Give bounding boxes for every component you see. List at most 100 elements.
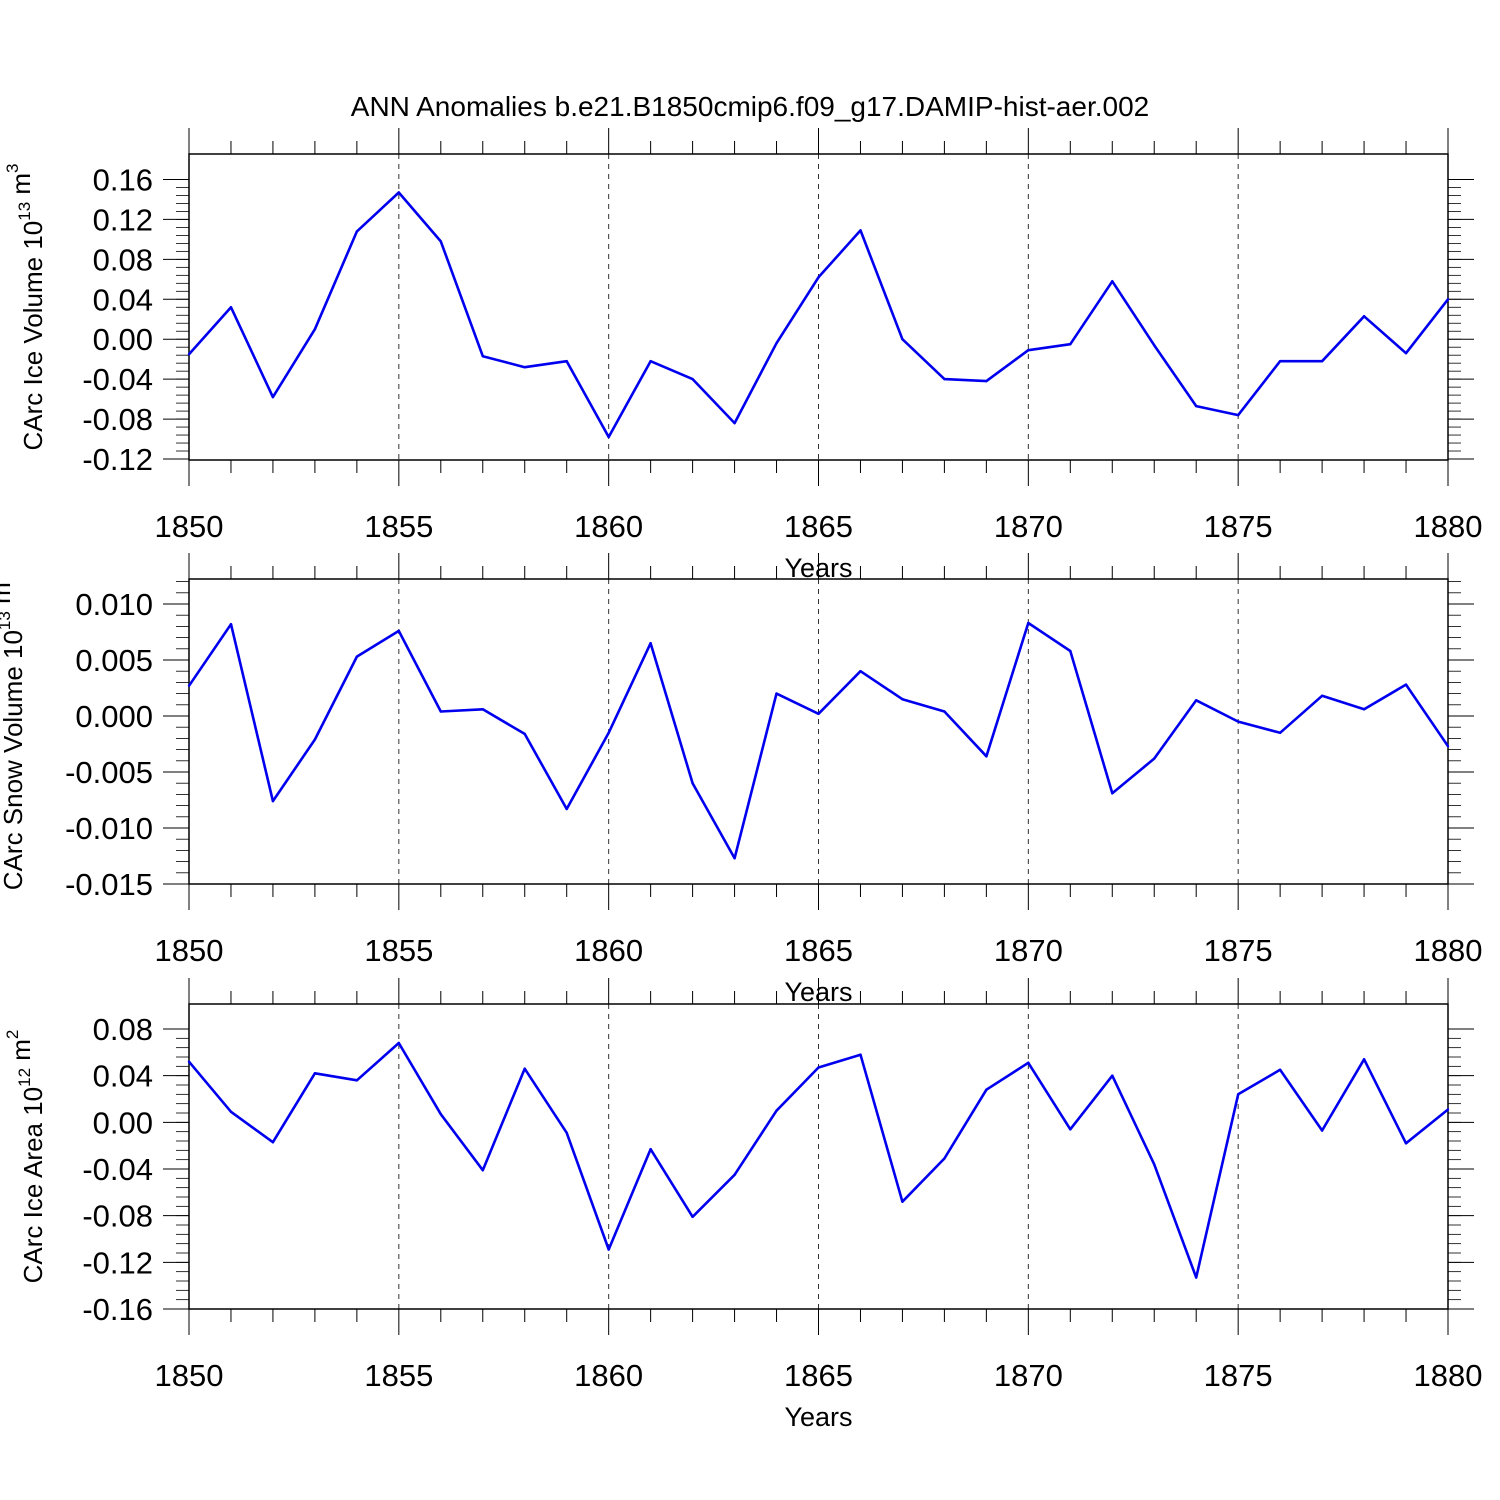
data-point xyxy=(1320,1129,1324,1132)
data-point xyxy=(355,655,359,658)
y-tick-label: -0.015 xyxy=(65,867,153,902)
data-point xyxy=(523,1067,526,1070)
x-tick-label: 1870 xyxy=(994,933,1063,968)
x-tick-label: 1860 xyxy=(574,1358,643,1393)
data-point xyxy=(1069,649,1072,653)
data-point xyxy=(397,629,401,633)
data-point xyxy=(901,698,904,701)
y-axis-label: CArc Ice Area 1012 m2 xyxy=(3,1030,48,1284)
y-tick-label: 0.010 xyxy=(75,587,153,622)
data-point xyxy=(1111,792,1114,795)
data-point xyxy=(313,1072,317,1075)
x-tick-label: 1850 xyxy=(155,509,224,544)
x-tick-label: 1855 xyxy=(364,1358,433,1393)
data-point xyxy=(355,1079,359,1082)
data-point xyxy=(271,395,275,399)
data-point xyxy=(565,1131,568,1135)
y-axis-label: CArc Snow Volume 1013 m3 xyxy=(0,573,28,890)
data-point xyxy=(1446,298,1450,301)
data-point xyxy=(1236,413,1240,417)
y-tick-label: 0.16 xyxy=(93,163,153,198)
y-tick-label: -0.12 xyxy=(82,442,153,477)
data-point xyxy=(607,731,610,734)
data-point xyxy=(1027,348,1030,352)
data-point xyxy=(481,1168,484,1172)
y-axis-label-exponent: 2 xyxy=(3,1030,22,1039)
x-tick-label: 1850 xyxy=(155,933,224,968)
data-point xyxy=(775,1109,778,1112)
data-point xyxy=(397,1041,401,1045)
y-axis-label-exponent: 3 xyxy=(3,163,22,172)
data-point xyxy=(187,684,191,687)
data-point xyxy=(985,379,988,383)
y-tick-label: -0.04 xyxy=(82,362,153,397)
data-point xyxy=(565,807,568,811)
y-tick-label: 0.00 xyxy=(93,1105,153,1140)
data-point xyxy=(565,359,568,363)
data-point xyxy=(1362,315,1366,318)
data-point xyxy=(229,622,233,626)
data-point xyxy=(649,359,652,363)
y-axis-label-exponent: 13 xyxy=(0,611,14,630)
data-point xyxy=(1236,1093,1240,1096)
y-tick-label: 0.12 xyxy=(93,202,153,237)
y-tick-label: 0.08 xyxy=(93,1012,153,1047)
x-tick-label: 1880 xyxy=(1414,1358,1483,1393)
data-point xyxy=(1278,359,1282,363)
y-axis-label-text: m xyxy=(6,1039,36,1068)
y-tick-label: 0.04 xyxy=(93,282,153,317)
data-point xyxy=(1027,621,1030,625)
data-point xyxy=(607,435,610,439)
data-point xyxy=(859,229,862,232)
data-point xyxy=(313,328,317,331)
data-point xyxy=(1404,683,1408,686)
data-point xyxy=(229,306,233,309)
data-point xyxy=(943,377,946,381)
data-point xyxy=(481,354,484,358)
data-point xyxy=(187,352,191,356)
data-point xyxy=(397,191,401,194)
y-axis-label-text: CArc Snow Volume 10 xyxy=(0,630,28,890)
data-point xyxy=(859,670,862,673)
data-point xyxy=(1320,359,1324,363)
data-point xyxy=(187,1060,191,1063)
data-point xyxy=(1069,1128,1072,1131)
data-point xyxy=(1278,1068,1282,1072)
data-point xyxy=(733,421,736,425)
data-point xyxy=(775,692,778,695)
data-point xyxy=(691,1215,694,1219)
x-tick-label: 1855 xyxy=(364,509,433,544)
x-axis-label: Years xyxy=(784,1402,852,1432)
x-tick-label: 1860 xyxy=(574,509,643,544)
data-point xyxy=(1278,731,1282,734)
data-point xyxy=(481,708,484,711)
data-point xyxy=(355,230,359,233)
data-point xyxy=(1362,1058,1366,1061)
y-axis-label-text: CArc Ice Area 10 xyxy=(18,1087,48,1284)
data-point xyxy=(271,1140,275,1144)
data-point xyxy=(817,276,820,279)
data-point xyxy=(1111,280,1114,283)
data-point xyxy=(1195,1276,1198,1279)
data-point xyxy=(1111,1074,1114,1077)
y-axis-label-text: m xyxy=(0,582,16,611)
data-point xyxy=(943,710,946,713)
x-tick-label: 1860 xyxy=(574,933,643,968)
y-tick-label: -0.08 xyxy=(82,1199,153,1234)
x-tick-label: 1865 xyxy=(784,1358,853,1393)
data-point xyxy=(775,342,778,345)
data-point xyxy=(607,1248,610,1251)
y-axis-label-exponent: 13 xyxy=(15,202,34,221)
data-point xyxy=(1320,694,1324,698)
data-point xyxy=(943,1157,946,1160)
y-axis-label: CArc Ice Volume 1013 m3 xyxy=(3,163,48,450)
data-point xyxy=(1404,351,1408,355)
y-tick-label: -0.010 xyxy=(65,811,153,846)
y-tick-label: -0.04 xyxy=(82,1152,153,1187)
y-tick-label: 0.08 xyxy=(93,242,153,277)
y-tick-label: -0.005 xyxy=(65,755,153,790)
data-point xyxy=(1027,1061,1030,1065)
